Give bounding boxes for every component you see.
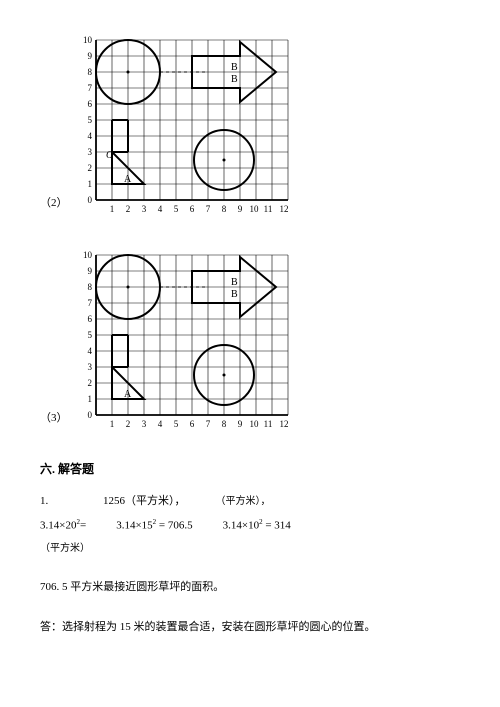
svg-text:1: 1 bbox=[109, 419, 114, 429]
figure-2-label: （2） bbox=[40, 194, 68, 210]
svg-text:2: 2 bbox=[125, 204, 130, 214]
svg-text:6: 6 bbox=[189, 419, 194, 429]
svg-text:10: 10 bbox=[83, 35, 93, 45]
svg-text:0: 0 bbox=[87, 195, 92, 205]
svg-text:7: 7 bbox=[87, 298, 92, 308]
fig2-arrow-label-1: B bbox=[231, 62, 238, 73]
fig3-arrow-label-1: B bbox=[231, 277, 238, 288]
svg-text:5: 5 bbox=[173, 204, 178, 214]
svg-text:3: 3 bbox=[87, 147, 92, 157]
svg-text:10: 10 bbox=[249, 204, 259, 214]
fig3-triangle-label: A bbox=[124, 389, 132, 400]
svg-text:10: 10 bbox=[83, 250, 93, 260]
svg-text:4: 4 bbox=[157, 204, 162, 214]
svg-text:6: 6 bbox=[87, 99, 92, 109]
svg-text:8: 8 bbox=[221, 419, 226, 429]
svg-text:5: 5 bbox=[87, 330, 92, 340]
svg-text:9: 9 bbox=[237, 419, 242, 429]
svg-text:7: 7 bbox=[205, 204, 210, 214]
figure-3: （3） 1098 765 432 10 123 456 7 bbox=[40, 245, 460, 435]
svg-text:12: 12 bbox=[279, 419, 288, 429]
figure-2: （2） bbox=[40, 30, 460, 220]
svg-text:9: 9 bbox=[87, 51, 92, 61]
q1-eq3: 3.14×102 = 314 bbox=[223, 516, 291, 536]
svg-text:9: 9 bbox=[237, 204, 242, 214]
svg-text:6: 6 bbox=[87, 314, 92, 324]
svg-text:1: 1 bbox=[87, 179, 92, 189]
svg-text:12: 12 bbox=[279, 204, 288, 214]
svg-text:5: 5 bbox=[173, 419, 178, 429]
svg-text:0: 0 bbox=[87, 410, 92, 420]
svg-text:4: 4 bbox=[157, 419, 162, 429]
q1-line2: 706. 5 平方米最接近圆形草坪的面积。 bbox=[40, 578, 460, 598]
q1-eq1-result: 1256（平方米）， bbox=[78, 492, 185, 512]
svg-text:4: 4 bbox=[87, 346, 92, 356]
svg-text:3: 3 bbox=[87, 362, 92, 372]
q1-line3: 答：选择射程为 15 米的装置最合适，安装在圆形草坪的圆心的位置。 bbox=[40, 618, 460, 638]
svg-text:7: 7 bbox=[205, 419, 210, 429]
svg-text:O: O bbox=[106, 150, 113, 161]
svg-text:8: 8 bbox=[87, 282, 92, 292]
fig3-arrow-label-2: B bbox=[231, 289, 238, 300]
svg-text:2: 2 bbox=[87, 163, 92, 173]
svg-text:8: 8 bbox=[87, 67, 92, 77]
svg-text:6: 6 bbox=[189, 204, 194, 214]
svg-text:11: 11 bbox=[263, 204, 272, 214]
figure-3-grid-chart: 1098 765 432 10 123 456 789 101112 A B B bbox=[76, 245, 296, 435]
svg-text:7: 7 bbox=[87, 83, 92, 93]
svg-text:11: 11 bbox=[263, 419, 272, 429]
fig2-arrow-label-2: B bbox=[231, 74, 238, 85]
svg-text:4: 4 bbox=[87, 131, 92, 141]
svg-text:5: 5 bbox=[87, 115, 92, 125]
svg-text:1: 1 bbox=[109, 204, 114, 214]
q1-eq2: 3.14×152 = 706.5 bbox=[116, 516, 192, 536]
q1-unit-note: （平方米）， bbox=[216, 493, 271, 511]
question-1: 1. 1256（平方米）， （平方米）， 3.14×202= 3.14×152 … bbox=[40, 492, 460, 558]
svg-text:8: 8 bbox=[221, 204, 226, 214]
figure-3-label: （3） bbox=[40, 409, 68, 425]
q1-eq1: 3.14×202= bbox=[40, 516, 86, 536]
svg-text:10: 10 bbox=[249, 419, 259, 429]
section-6-heading: 六. 解答题 bbox=[40, 460, 460, 477]
q1-number: 1. bbox=[40, 492, 48, 512]
svg-text:3: 3 bbox=[141, 204, 146, 214]
fig2-triangle-label: A bbox=[124, 174, 132, 185]
svg-text:2: 2 bbox=[125, 419, 130, 429]
q1-unit-note-2: （平方米） bbox=[40, 540, 460, 558]
figure-2-grid-chart: 10 9 8 7 6 5 4 3 2 1 0 1 2 3 4 5 6 7 8 9… bbox=[76, 30, 296, 220]
svg-text:1: 1 bbox=[87, 394, 92, 404]
svg-text:2: 2 bbox=[87, 378, 92, 388]
svg-text:3: 3 bbox=[141, 419, 146, 429]
svg-text:9: 9 bbox=[87, 266, 92, 276]
